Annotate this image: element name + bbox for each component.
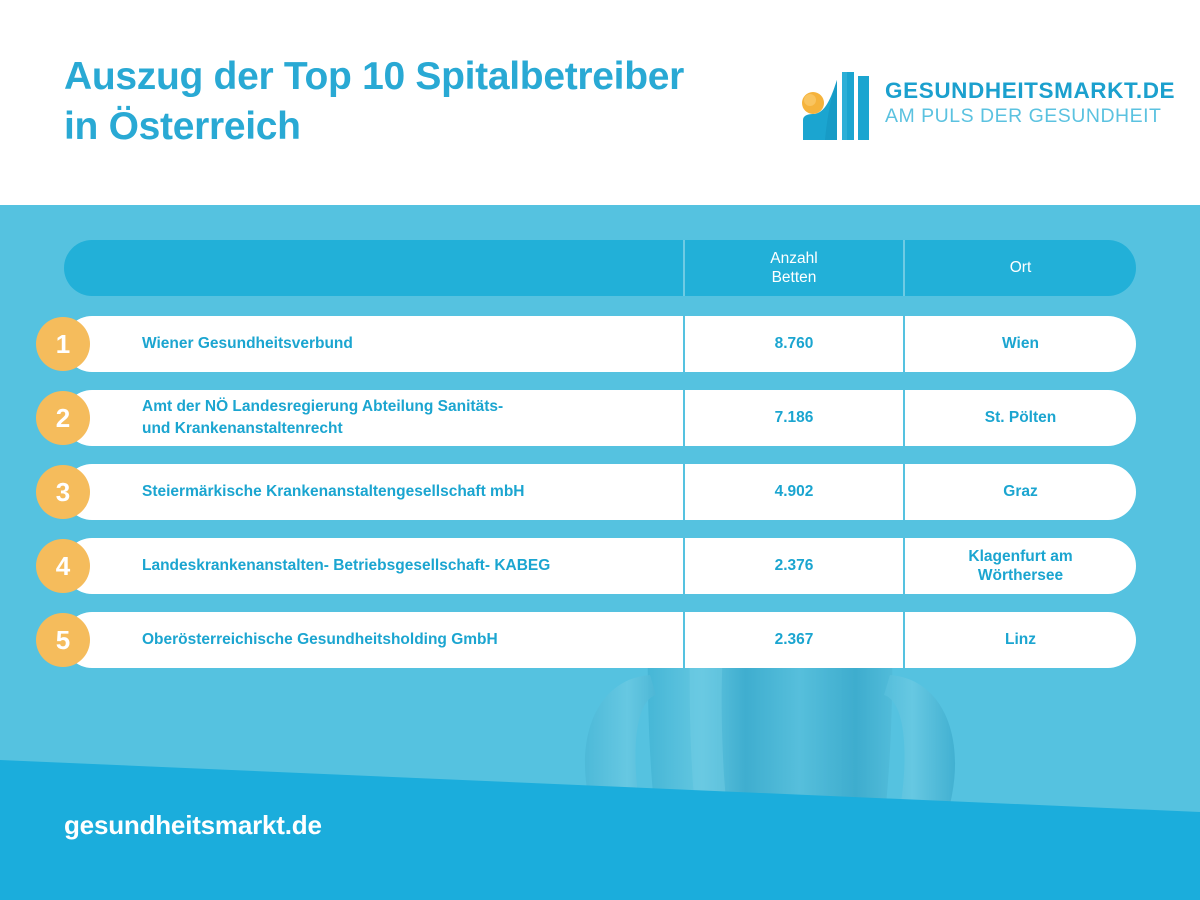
place-line-1: Linz <box>1005 631 1036 649</box>
operator-name: Amt der NÖ Landesregierung Abteilung San… <box>142 396 503 440</box>
row-cell-place: Wien <box>903 316 1136 372</box>
content-band: Anzahl Betten Ort 1 Wiener Gesundheitsve… <box>0 205 1200 900</box>
footer-website[interactable]: gesundheitsmarkt.de <box>64 810 322 840</box>
page-title-line-1: Auszug der Top 10 Spitalbetreiber <box>64 55 684 98</box>
header-cell-name <box>64 240 683 296</box>
operator-name: Steiermärkische Krankenanstaltengesellsc… <box>142 481 525 503</box>
table-header-row: Anzahl Betten Ort <box>64 240 1136 296</box>
rank-badge: 5 <box>36 613 90 667</box>
page-title-line-2: in Österreich <box>64 104 301 148</box>
row-cell-name: 2 Amt der NÖ Landesregierung Abteilung S… <box>36 390 683 446</box>
table-row[interactable]: 2 Amt der NÖ Landesregierung Abteilung S… <box>36 390 1136 446</box>
place-line-1: Graz <box>1003 483 1038 501</box>
rank-badge: 2 <box>36 391 90 445</box>
row-cell-name: 4 Landeskrankenanstalten- Betriebsgesell… <box>36 538 683 594</box>
operator-name-line-1: Landeskrankenanstalten- Betriebsgesellsc… <box>142 557 551 574</box>
row-cell-beds: 2.367 <box>683 612 903 668</box>
gesundheitsmarkt-logo-mark-icon <box>802 72 869 140</box>
table-row[interactable]: 1 Wiener Gesundheitsverbund 8.760 Wien <box>36 316 1136 372</box>
row-cell-beds: 7.186 <box>683 390 903 446</box>
page-title: Auszug der Top 10 Spitalbetreiber in Öst… <box>64 52 764 152</box>
place-line-2: Wörthersee <box>977 567 1064 584</box>
rank-badge: 3 <box>36 465 90 519</box>
place-line-1: Klagenfurt am <box>968 547 1073 565</box>
operator-name-line-1: Steiermärkische Krankenanstaltengesellsc… <box>142 483 525 500</box>
place-line-1: Wien <box>1002 335 1039 353</box>
row-cell-beds: 8.760 <box>683 316 903 372</box>
row-cell-place: St. Pölten <box>903 390 1136 446</box>
logo-subtitle: AM PULS DER GESUNDHEIT <box>885 105 1162 128</box>
operator-name-line-1: Oberösterreichische Gesundheitsholding G… <box>142 631 498 648</box>
header-place-label: Ort <box>1009 259 1032 277</box>
logo-title: GESUNDHEITSMARKT.DE <box>885 78 1176 103</box>
row-cell-beds: 2.376 <box>683 538 903 594</box>
header-beds-line-1: Anzahl <box>770 249 818 267</box>
row-cell-name: 3 Steiermärkische Krankenanstaltengesell… <box>36 464 683 520</box>
header-cell-beds: Anzahl Betten <box>683 240 903 296</box>
table-row[interactable]: 4 Landeskrankenanstalten- Betriebsgesell… <box>36 538 1136 594</box>
operator-name-line-1: Amt der NÖ Landesregierung Abteilung San… <box>142 398 504 415</box>
row-cell-place: Klagenfurt am Wörthersee <box>903 538 1136 594</box>
operator-name: Wiener Gesundheitsverbund <box>142 333 353 355</box>
operator-name-line-1: Wiener Gesundheitsverbund <box>142 335 353 352</box>
logo-wordmark: GESUNDHEITSMARKT.DE AM PULS DER GESUNDHE… <box>885 78 1176 129</box>
header-cell-place: Ort <box>903 240 1136 296</box>
operator-name-line-2: und Krankenanstaltenrecht <box>142 420 343 437</box>
row-cell-name: 5 Oberösterreichische Gesundheitsholding… <box>36 612 683 668</box>
header-area: Auszug der Top 10 Spitalbetreiber in Öst… <box>0 0 1200 205</box>
table-row[interactable]: 5 Oberösterreichische Gesundheitsholding… <box>36 612 1136 668</box>
ranking-table: Anzahl Betten Ort 1 Wiener Gesundheitsve… <box>36 240 1136 686</box>
brand-logo[interactable]: GESUNDHEITSMARKT.DE AM PULS DER GESUNDHE… <box>797 68 1176 150</box>
rank-badge: 4 <box>36 539 90 593</box>
place-line-1: St. Pölten <box>984 409 1057 427</box>
row-cell-place: Linz <box>903 612 1136 668</box>
rank-badge: 1 <box>36 317 90 371</box>
row-cell-place: Graz <box>903 464 1136 520</box>
operator-name: Oberösterreichische Gesundheitsholding G… <box>142 629 498 651</box>
header-beds-line-2: Betten <box>771 269 817 286</box>
operator-name: Landeskrankenanstalten- Betriebsgesellsc… <box>142 555 550 577</box>
table-row[interactable]: 3 Steiermärkische Krankenanstaltengesell… <box>36 464 1136 520</box>
row-cell-name: 1 Wiener Gesundheitsverbund <box>36 316 683 372</box>
row-cell-beds: 4.902 <box>683 464 903 520</box>
